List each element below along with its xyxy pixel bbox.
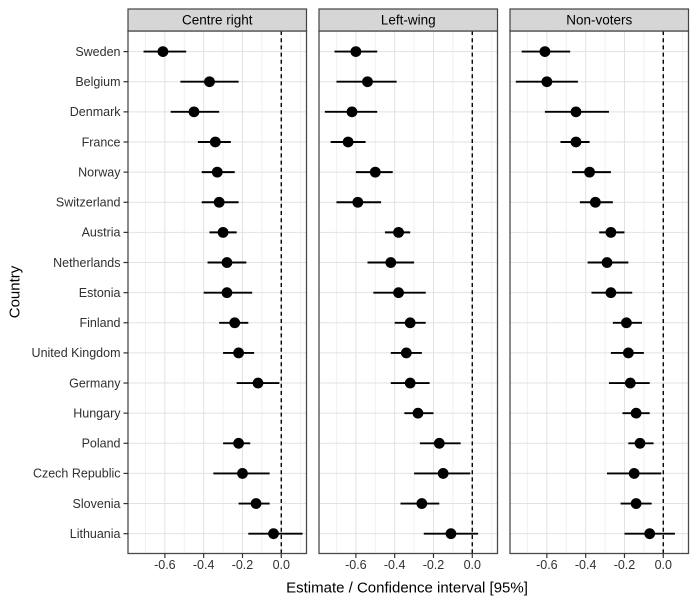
country-label: Germany: [69, 376, 121, 390]
estimate-point: [433, 437, 445, 449]
country-label: Belgium: [75, 75, 120, 89]
estimate-point: [346, 106, 358, 118]
estimate-point: [233, 347, 244, 359]
x-tick-label: -0.4: [384, 558, 406, 572]
country-label: Norway: [78, 165, 121, 179]
estimate-point: [445, 528, 457, 540]
country-label: United Kingdom: [32, 346, 121, 360]
estimate-point: [601, 257, 613, 268]
estimate-point: [221, 287, 233, 299]
country-label: Czech Republic: [33, 467, 121, 481]
country-label: Finland: [80, 316, 121, 330]
estimate-point: [400, 347, 412, 359]
x-tick-label: -0.6: [154, 558, 176, 572]
estimate-point: [622, 347, 634, 359]
estimate-point: [362, 76, 373, 88]
estimate-point: [217, 226, 229, 238]
x-tick-label: -0.6: [345, 558, 367, 572]
facet-strip-label: Non-voters: [566, 13, 632, 28]
estimate-point: [624, 377, 636, 389]
estimate-point: [628, 468, 640, 479]
country-label: Denmark: [70, 105, 121, 119]
estimate-point: [385, 257, 397, 268]
x-tick-label: -0.2: [423, 558, 445, 572]
estimate-point: [541, 76, 553, 88]
estimate-point: [213, 196, 225, 208]
estimate-point: [621, 317, 632, 329]
x-tick-label: -0.4: [575, 558, 597, 572]
estimate-point: [209, 136, 221, 148]
estimate-point: [605, 287, 617, 299]
facet-strip: [318, 8, 499, 32]
estimate-point: [570, 136, 582, 148]
estimate-point: [539, 46, 551, 57]
estimate-point: [221, 257, 233, 268]
estimate-point: [630, 498, 642, 509]
estimate-point: [252, 377, 264, 389]
facet-strip-label: Centre right: [182, 13, 253, 28]
x-tick-label: 0.0: [273, 558, 290, 572]
country-label: Austria: [82, 226, 121, 240]
estimate-point: [404, 317, 416, 329]
x-tick-label: -0.4: [193, 558, 215, 572]
estimate-point: [584, 166, 595, 178]
estimate-point: [393, 287, 404, 299]
country-label: Lithuania: [70, 527, 121, 541]
x-tick-label: 0.0: [464, 558, 481, 572]
estimate-point: [437, 468, 449, 479]
estimate-point: [229, 317, 241, 329]
estimate-point: [268, 528, 279, 540]
estimate-point: [237, 468, 248, 479]
estimate-point: [157, 46, 169, 57]
country-label: Switzerland: [56, 196, 121, 210]
country-label: France: [82, 135, 121, 149]
estimate-point: [350, 46, 362, 57]
estimate-point: [416, 498, 428, 509]
y-axis-title: Country: [6, 265, 24, 319]
estimate-point: [605, 226, 617, 238]
estimate-point: [630, 407, 642, 419]
estimate-point: [644, 528, 656, 540]
estimate-point: [250, 498, 262, 509]
estimate-point: [634, 437, 646, 449]
x-tick-label: -0.2: [614, 558, 636, 572]
facet-strip: [509, 8, 690, 32]
estimate-point: [393, 226, 404, 238]
estimate-point: [352, 196, 364, 208]
country-label: Slovenia: [73, 497, 121, 511]
country-label: Netherlands: [53, 256, 120, 270]
estimate-point: [570, 106, 582, 118]
x-tick-label: -0.6: [536, 558, 558, 572]
x-tick-label: -0.2: [232, 558, 254, 572]
country-label: Estonia: [79, 286, 121, 300]
estimate-point: [204, 76, 215, 88]
estimate-point: [233, 437, 244, 449]
country-label: Sweden: [75, 45, 120, 59]
estimate-point: [342, 136, 354, 148]
estimate-point: [211, 166, 223, 178]
x-axis-title: Estimate / Confidence interval [95%]: [286, 579, 528, 597]
country-label: Hungary: [73, 406, 121, 420]
estimate-point: [589, 196, 601, 208]
x-tick-label: 0.0: [655, 558, 672, 572]
facet-strip-label: Left-wing: [381, 13, 436, 28]
estimate-point: [369, 166, 381, 178]
country-label: Poland: [82, 437, 121, 451]
facet-strip: [127, 8, 308, 32]
estimate-point: [188, 106, 200, 118]
estimate-point: [412, 407, 424, 419]
estimate-point: [404, 377, 416, 389]
